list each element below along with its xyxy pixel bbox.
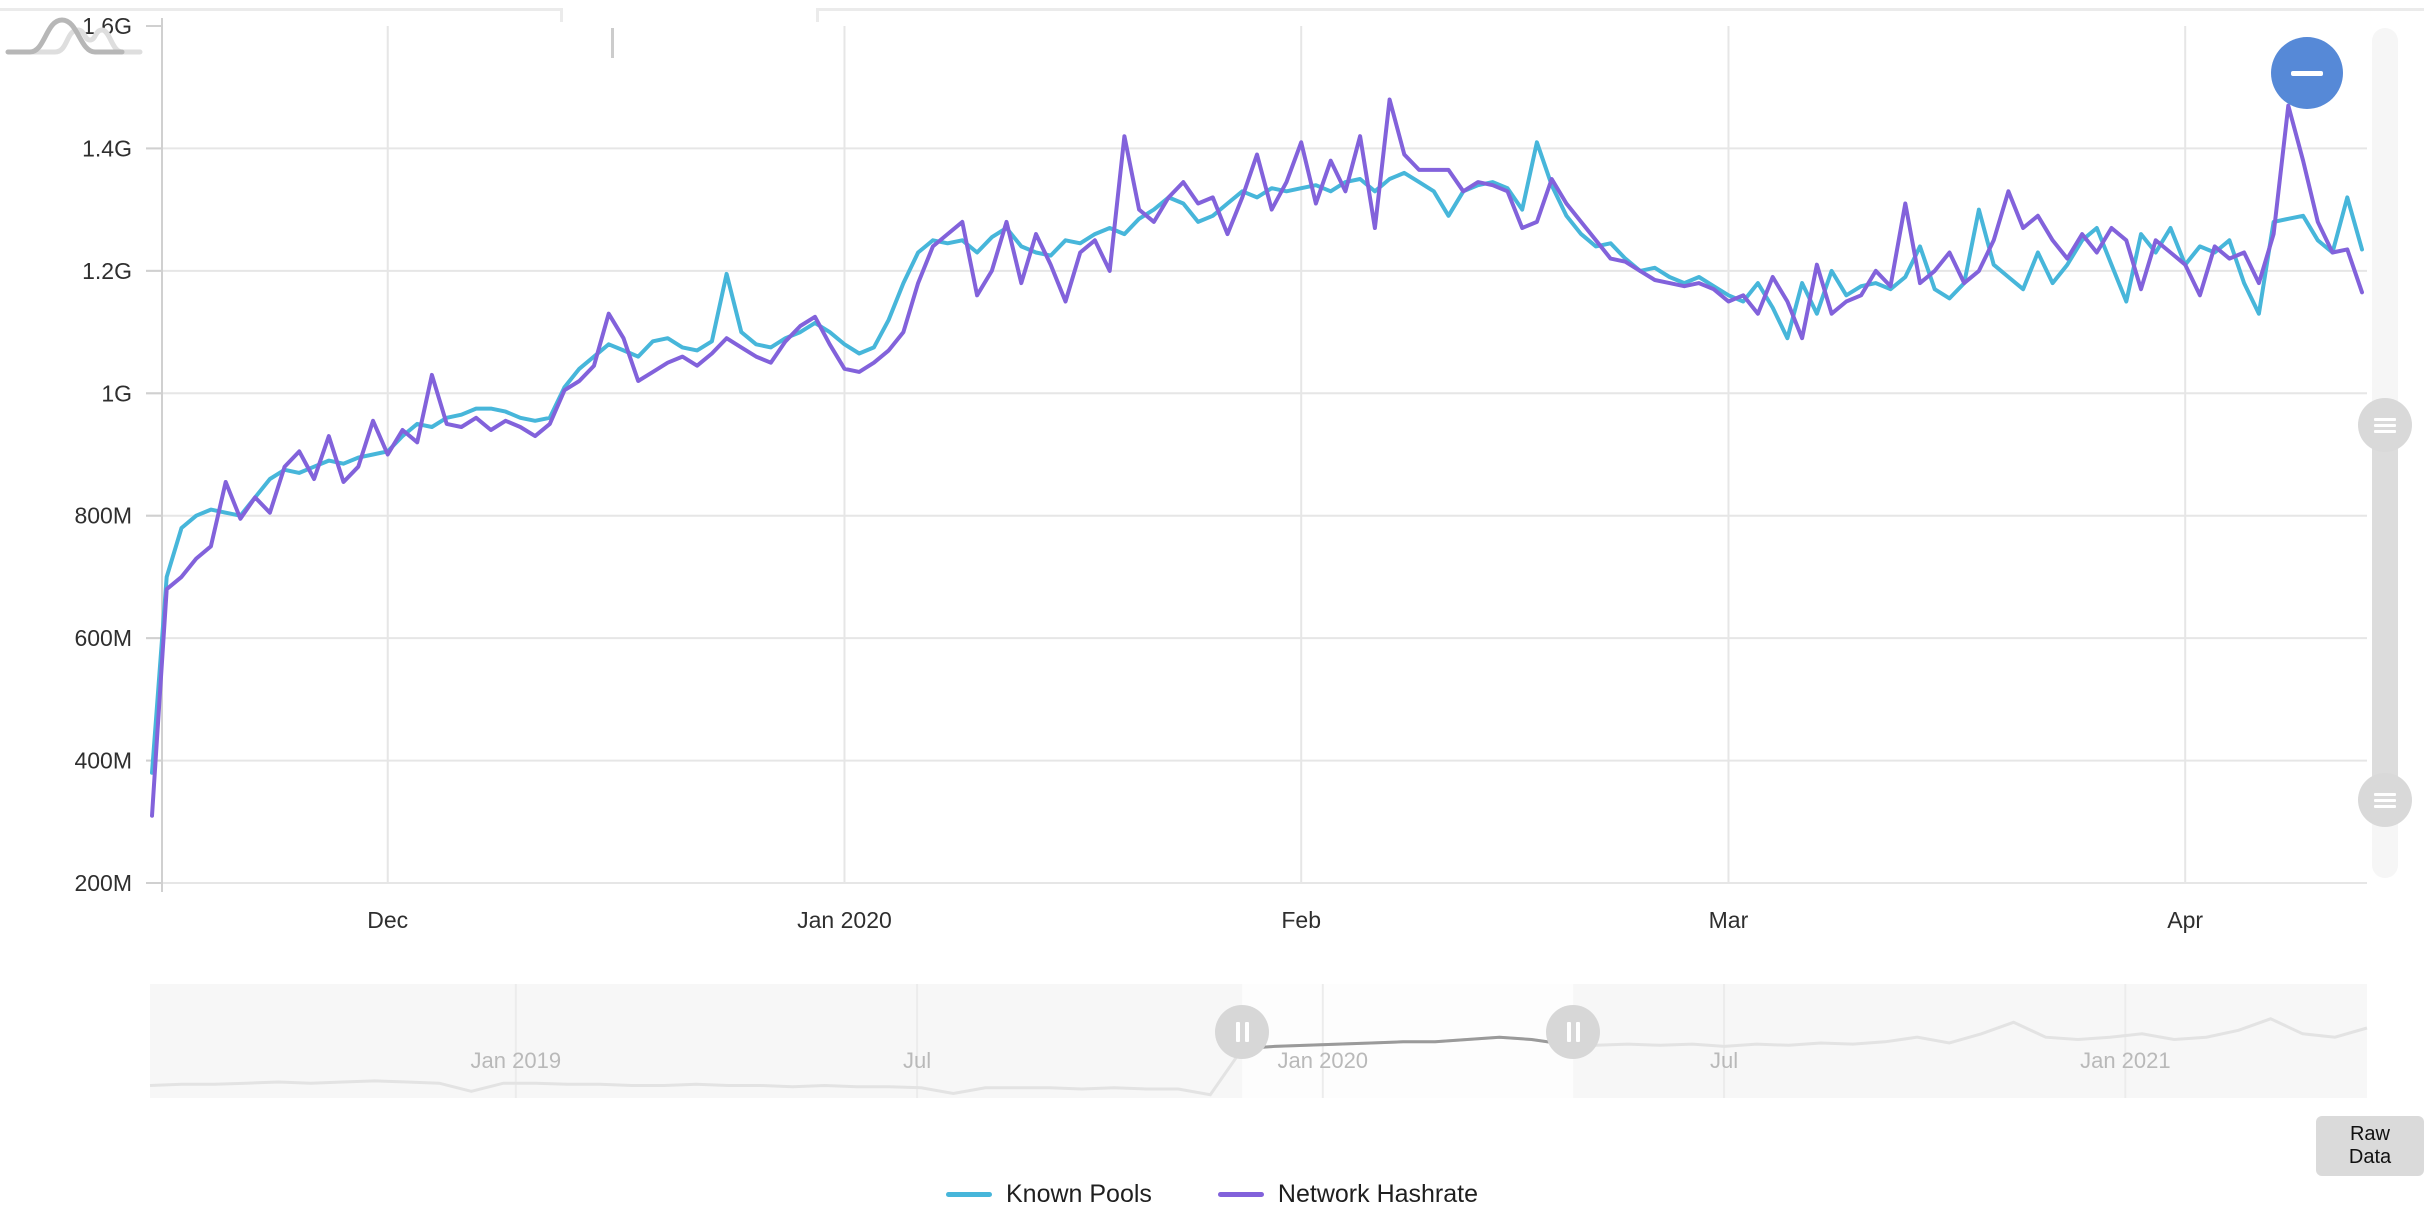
grip-lines-icon (2374, 418, 2396, 421)
pause-bars-icon (1567, 1022, 1571, 1042)
pause-bars-icon (1236, 1022, 1240, 1042)
x-axis-label: Feb (1281, 907, 1321, 933)
x-axis-label: Mar (1709, 907, 1749, 933)
legend-label-known-pools: Known Pools (1005, 1180, 1152, 1208)
legend-swatch-known-pools (945, 1192, 992, 1197)
raw-data-button[interactable]: Raw Data (2316, 1116, 2424, 1176)
y-range-handle-bottom[interactable] (2358, 773, 2412, 827)
grip-lines-icon (2374, 805, 2396, 808)
y-axis-label: 1.2G (82, 258, 132, 284)
y-axis-label: 1G (101, 380, 132, 406)
minus-icon (2291, 71, 2323, 76)
navigator-handle-left[interactable] (1215, 1005, 1269, 1059)
series-line-known-pools (150, 140, 2364, 775)
legend-item-known-pools[interactable]: Known Pools (945, 1180, 1152, 1209)
navigator-handle-right[interactable] (1546, 1005, 1600, 1059)
pause-bars-icon (1576, 1022, 1580, 1042)
navigator-label: Jan 2019 (471, 1048, 562, 1073)
top-border-left (0, 8, 562, 11)
navigator-label: Jan 2020 (1278, 1048, 1369, 1073)
legend: Known Pools Network Hashrate (945, 1180, 1479, 1209)
navigator-label: Jul (903, 1048, 931, 1073)
y-axis-label: 800M (74, 503, 132, 529)
grip-lines-icon (2374, 430, 2396, 433)
x-axis-label: Dec (367, 907, 408, 933)
y-axis-label: 1.4G (82, 135, 132, 161)
navigator-label: Jul (1710, 1048, 1738, 1073)
series-line-network-hashrate (150, 97, 2364, 818)
zoom-out-button[interactable] (2271, 37, 2343, 109)
x-axis-label: Jan 2020 (797, 907, 892, 933)
y-range-selected[interactable] (2372, 425, 2398, 800)
grip-lines-icon (2374, 793, 2396, 796)
grip-lines-icon (2374, 799, 2396, 802)
pause-bars-icon (1245, 1022, 1249, 1042)
tab-notch-right (816, 8, 819, 22)
divider-line (611, 28, 614, 58)
y-axis-label: 400M (74, 748, 132, 774)
top-border-right (818, 8, 2424, 11)
legend-item-network-hashrate[interactable]: Network Hashrate (1217, 1180, 1479, 1209)
navigator-label: Jan 2021 (2080, 1048, 2171, 1073)
wave-sparkline-icon (5, 17, 143, 55)
y-range-handle-top[interactable] (2358, 398, 2412, 452)
x-axis-label: Apr (2167, 907, 2203, 933)
legend-swatch-network-hashrate (1217, 1192, 1264, 1197)
y-axis-label: 600M (74, 625, 132, 651)
tab-notch-left (560, 8, 563, 22)
y-axis-label: 200M (74, 870, 132, 896)
legend-label-network-hashrate: Network Hashrate (1277, 1180, 1479, 1208)
grip-lines-icon (2374, 424, 2396, 427)
